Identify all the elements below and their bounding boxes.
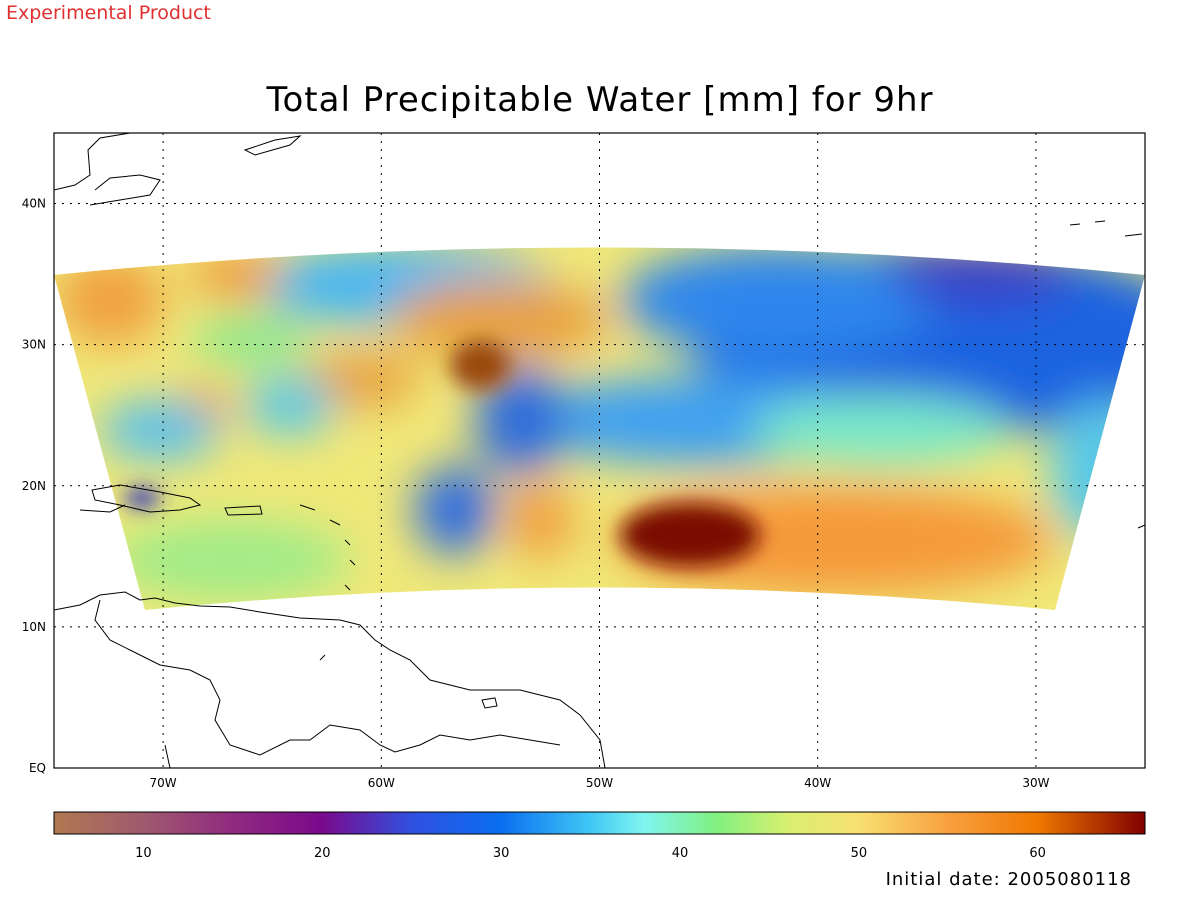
colorbar-tick-labels: 10 20 30 40 50 60	[135, 846, 1046, 861]
lat-tick-label: 10N	[22, 620, 46, 634]
lat-tick-label: 40N	[22, 197, 46, 211]
colorbar-tick-label: 20	[314, 846, 331, 861]
lat-tick-label: 20N	[22, 479, 46, 493]
initial-date-label: Initial date: 2005080118	[885, 869, 1132, 890]
coastlines	[54, 133, 1145, 768]
lat-tick-label: 30N	[22, 338, 46, 352]
lat-tick-labels: 40N 30N 20N 10N EQ	[22, 197, 46, 775]
experimental-product-label: Experimental Product	[6, 2, 211, 24]
colorbar-tick-label: 60	[1029, 846, 1046, 861]
colorbar-tick-label: 10	[135, 846, 152, 861]
lon-tick-label: 40W	[804, 776, 831, 790]
lon-tick-label: 30W	[1022, 776, 1049, 790]
tpw-field	[54, 247, 1145, 610]
lon-tick-labels: 70W 60W 50W 40W 30W	[150, 776, 1050, 790]
map-title: Total Precipitable Water [mm] for 9hr	[266, 80, 934, 120]
colorbar	[53, 811, 1146, 835]
lon-tick-label: 50W	[586, 776, 613, 790]
colorbar-tick-label: 40	[672, 846, 689, 861]
map-frame	[53, 132, 1146, 769]
map-graticule	[54, 133, 1145, 768]
lat-tick-label: EQ	[29, 761, 46, 775]
lon-tick-label: 60W	[368, 776, 395, 790]
colorbar-tick-label: 30	[493, 846, 510, 861]
colorbar-tick-label: 50	[851, 846, 868, 861]
lon-tick-label: 70W	[150, 776, 177, 790]
